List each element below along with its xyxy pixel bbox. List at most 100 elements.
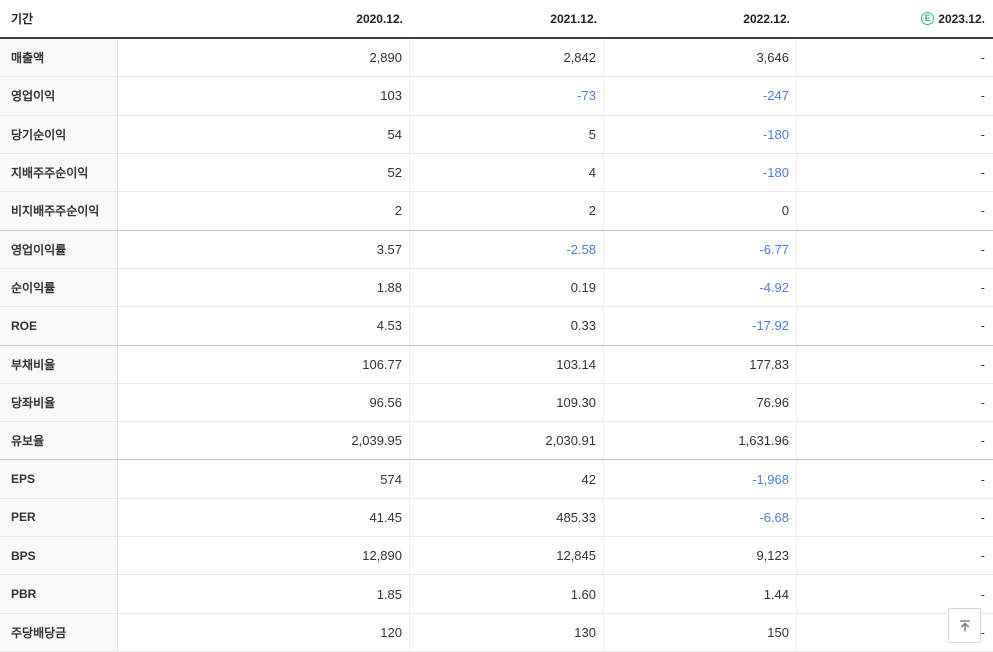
value-cell: - (980, 394, 985, 410)
value-cell: 0 (604, 192, 797, 230)
value-cell: - (980, 88, 985, 104)
row-label: 매출액 (0, 39, 118, 77)
arrow-up-to-top-icon (957, 618, 973, 634)
value-cell: - (980, 318, 985, 334)
value-cell: 42 (410, 460, 604, 498)
value-cell: 0.33 (410, 307, 604, 345)
value-cell: - (980, 356, 985, 372)
row-label: 비지배주주순이익 (0, 192, 118, 230)
value-cell: 177.83 (604, 345, 797, 383)
value-cell: 103 (118, 77, 410, 115)
value-cell: -73 (410, 77, 604, 115)
value-cell: -17.92 (604, 307, 797, 345)
value-cell: - (980, 165, 985, 181)
column-header-label: 2021.12. (550, 11, 597, 26)
value-cell: -2.58 (410, 230, 604, 268)
table-row: 부채비율 106.77 103.14 177.83 - (0, 345, 993, 384)
row-label: 당기순이익 (0, 115, 118, 153)
row-label: 부채비율 (0, 345, 118, 383)
value-cell: 3,646 (604, 39, 797, 77)
value-cell: 103.14 (410, 345, 604, 383)
column-header-label: 2023.12. (938, 11, 985, 26)
value-cell: 1.88 (118, 268, 410, 307)
value-cell: - (980, 203, 985, 219)
table-row: 순이익률 1.88 0.19 -4.92 - (0, 268, 993, 308)
value-cell: 1.60 (410, 575, 604, 613)
value-cell: 1,631.96 (604, 422, 797, 460)
value-cell: 0.19 (410, 268, 604, 307)
table-row: 당기순이익 54 5 -180 - (0, 115, 993, 154)
row-label: 영업이익률 (0, 230, 118, 268)
table-row: 영업이익 103 -73 -247 - (0, 77, 993, 116)
value-cell: 3.57 (118, 230, 410, 268)
value-cell: 41.45 (118, 498, 410, 537)
table-row: 당좌비율 96.56 109.30 76.96 - (0, 383, 993, 423)
value-cell: 2,030.91 (410, 422, 604, 460)
table-body: 매출액 2,890 2,842 3,646- 영업이익 103 -73 -247- 당기순이익 5… (0, 39, 993, 652)
table-row: ROE 4.53 0.33 -17.92 - (0, 307, 993, 346)
value-cell: 52 (118, 153, 410, 192)
value-cell: - (980, 509, 985, 525)
value-cell: 2 (118, 192, 410, 230)
period-header: 기간 (11, 12, 34, 26)
table-row: 매출액 2,890 2,842 3,646 - (0, 39, 993, 78)
value-cell: -180 (604, 115, 797, 153)
column-header-label: 2022.12. (743, 11, 790, 26)
value-cell: 485.33 (410, 498, 604, 537)
table-row: PBR 1.85 1.60 1.44 - (0, 575, 993, 614)
value-cell: -247 (604, 77, 797, 115)
value-cell: - (980, 586, 985, 602)
table-header-row: 기간 2020.12. 2021.12. 2022.12. E 2023.12. (0, 0, 993, 39)
row-label: PBR (0, 575, 118, 613)
column-header-2021: 2021.12. (410, 12, 604, 26)
value-cell: -4.92 (604, 268, 797, 307)
value-cell: 96.56 (118, 383, 410, 422)
value-cell: - (980, 241, 985, 257)
row-label: PER (0, 498, 118, 537)
value-cell: - (980, 50, 985, 66)
row-label: BPS (0, 537, 118, 575)
table-row: 유보율 2,039.95 2,030.91 1,631.96 - (0, 422, 993, 461)
value-cell: - (980, 548, 985, 564)
table-row: EPS 574 42 -1,968 - (0, 460, 993, 499)
value-cell: 9,123 (604, 537, 797, 575)
row-label: 당좌비율 (0, 383, 118, 422)
value-cell: 106.77 (118, 345, 410, 383)
value-cell: - (980, 126, 985, 142)
value-cell: -6.68 (604, 498, 797, 537)
row-label: 순이익률 (0, 268, 118, 307)
row-label: 지배주주순이익 (0, 153, 118, 192)
value-cell: - (980, 433, 985, 449)
value-cell: -1,968 (604, 460, 797, 498)
column-header-label: 2020.12. (356, 11, 403, 26)
table-row: 주당배당금 120 130 150 - (0, 613, 993, 652)
row-label: EPS (0, 460, 118, 498)
row-label: 유보율 (0, 422, 118, 460)
value-cell: 120 (118, 613, 410, 651)
value-cell: 2,890 (118, 39, 410, 77)
value-cell: -180 (604, 153, 797, 192)
table-row: BPS 12,890 12,845 9,123 - (0, 537, 993, 576)
value-cell: 150 (604, 613, 797, 651)
value-cell: 12,890 (118, 537, 410, 575)
scroll-to-top-button[interactable] (948, 608, 981, 643)
table-row: PER 41.45 485.33 -6.68 - (0, 498, 993, 538)
value-cell: 2,039.95 (118, 422, 410, 460)
row-label: 영업이익 (0, 77, 118, 115)
value-cell: 12,845 (410, 537, 604, 575)
value-cell: 2 (410, 192, 604, 230)
table-row: 비지배주주순이익 2 2 0- (0, 192, 993, 231)
estimate-badge-icon: E (921, 12, 935, 25)
value-cell: 5 (410, 115, 604, 153)
row-label: ROE (0, 307, 118, 345)
value-cell: - (980, 471, 985, 487)
value-cell: 4.53 (118, 307, 410, 345)
value-cell: 130 (410, 613, 604, 651)
value-cell: - (980, 280, 985, 296)
value-cell: 2,842 (410, 39, 604, 77)
value-cell: 1.85 (118, 575, 410, 613)
value-cell: 574 (118, 460, 410, 498)
value-cell: 76.96 (604, 383, 797, 422)
value-cell: - (980, 624, 985, 640)
